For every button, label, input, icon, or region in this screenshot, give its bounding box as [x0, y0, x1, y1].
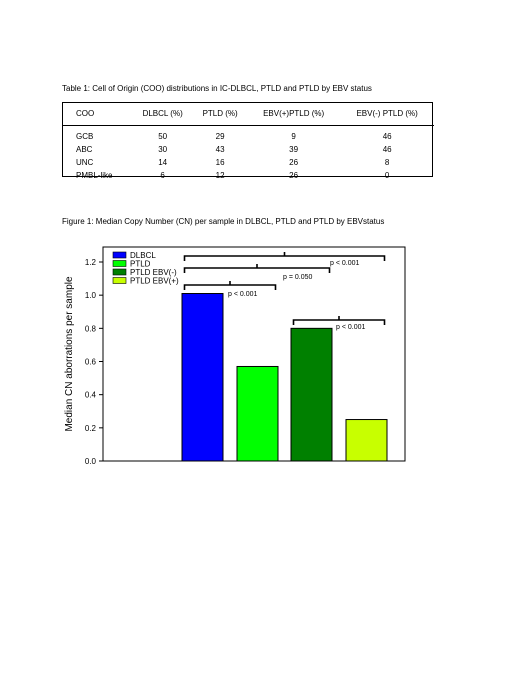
- significance-bracket: [292, 316, 386, 325]
- table-cell: 46: [382, 145, 392, 154]
- legend-label: DLBCL: [130, 251, 156, 260]
- legend-label: PTLD EBV(-): [130, 268, 177, 277]
- legend-swatch: [112, 260, 127, 267]
- table-cell: 26: [289, 158, 299, 167]
- legend-label: PTLD EBV(+): [130, 277, 179, 286]
- column-header-ebv-neg-ptld: EBV(-) PTLD (%): [340, 102, 434, 126]
- significance-bracket: [183, 252, 386, 261]
- table-cell: GCB: [76, 132, 94, 141]
- table-cell: ABC: [76, 145, 93, 154]
- table-cell: 9: [291, 132, 296, 141]
- table-row: GCB 50 29 9 46: [62, 126, 434, 144]
- table-row: PMBL-like 6 12 26 0: [62, 169, 434, 184]
- significance-label: p < 0.001: [330, 260, 359, 267]
- table-row: UNC 14 16 26 8: [62, 156, 434, 169]
- table-cell: 16: [215, 158, 225, 167]
- column-header-coo: COO: [62, 102, 132, 126]
- significance-bracket: [183, 264, 331, 273]
- table-cell: 46: [382, 132, 392, 141]
- table-cell: 39: [289, 145, 299, 154]
- table-cell: 6: [160, 171, 165, 180]
- y-tick-label: 0.0: [85, 457, 97, 466]
- legend-swatch: [112, 277, 127, 284]
- table-cell: 12: [215, 171, 225, 180]
- table-cell: 26: [289, 171, 299, 180]
- y-tick-label: 0.4: [85, 391, 97, 400]
- significance-bracket: [183, 281, 277, 290]
- legend-label: PTLD: [130, 260, 151, 269]
- table-cell: 29: [215, 132, 225, 141]
- table-row: ABC 30 43 39 46: [62, 143, 434, 156]
- significance-label: p = 0.050: [283, 274, 312, 281]
- column-header-ptld: PTLD (%): [193, 102, 247, 126]
- legend-swatch: [112, 251, 127, 259]
- table-header-row: COO DLBCL (%) PTLD (%) EBV(+)PTLD (%) EB…: [62, 102, 434, 126]
- column-header-ebv-pos-ptld: EBV(+)PTLD (%): [246, 102, 341, 126]
- column-header-dlbcl: DLBCL (%): [132, 102, 194, 126]
- table-cell: 30: [158, 145, 168, 154]
- bar-ptld: [236, 365, 279, 462]
- table-cell: 0: [384, 171, 390, 180]
- y-tick-label: 1.2: [85, 258, 97, 267]
- bar-ptld-ebv-: [290, 327, 333, 462]
- figure-caption: Figure 1: Median Copy Number (CN) per sa…: [62, 217, 385, 226]
- y-tick-label: 1.0: [85, 291, 97, 300]
- table-cell: 14: [158, 158, 168, 167]
- table-cell: PMBL-like: [76, 171, 113, 180]
- table-cell: 8: [384, 158, 390, 167]
- y-axis-label: Median CN aborrations per sample: [64, 276, 75, 432]
- legend-swatch: [112, 268, 127, 276]
- table-cell: 43: [215, 145, 225, 154]
- bar-ptld-ebv-: [345, 419, 388, 462]
- y-tick-label: 0.8: [85, 324, 97, 333]
- coo-table: COO DLBCL (%) PTLD (%) EBV(+)PTLD (%) EB…: [62, 102, 434, 184]
- y-tick-label: 0.2: [85, 424, 97, 433]
- significance-label: p < 0.001: [228, 291, 257, 298]
- significance-label: p < 0.001: [336, 324, 365, 331]
- table-cell: 50: [158, 132, 168, 141]
- table-cell: UNC: [76, 158, 94, 167]
- table-caption: Table 1: Cell of Origin (COO) distributi…: [62, 84, 372, 93]
- y-tick-label: 0.6: [85, 358, 97, 367]
- bar-dlbcl: [181, 293, 224, 462]
